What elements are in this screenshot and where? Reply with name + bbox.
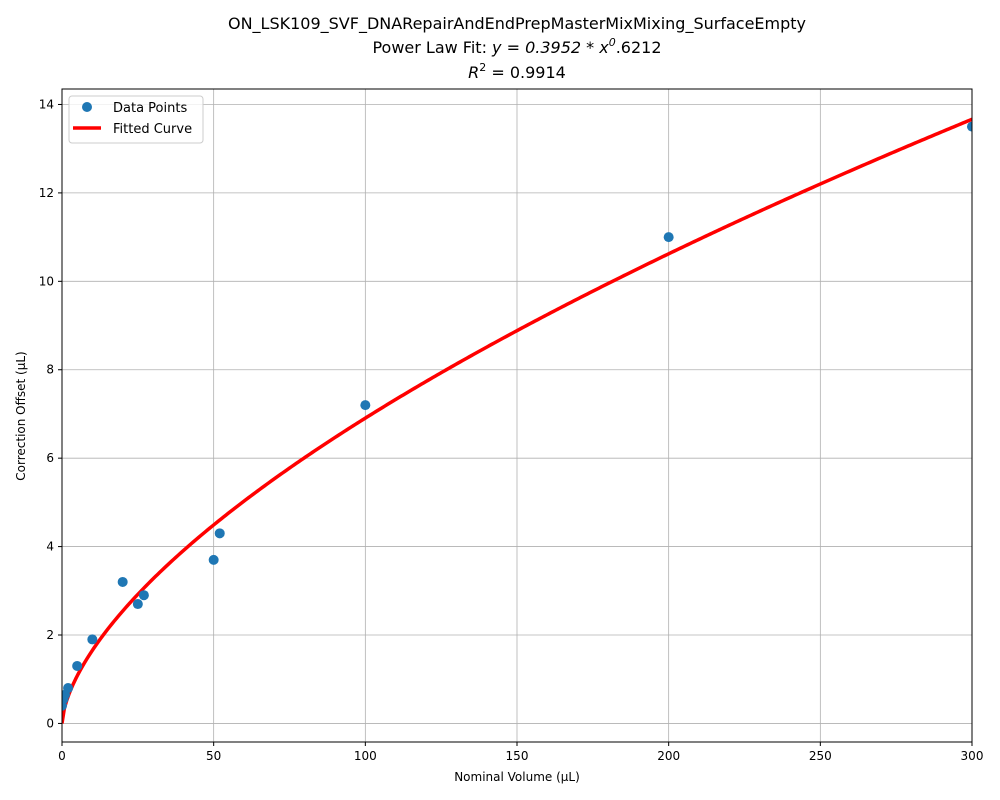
data-point xyxy=(663,232,674,243)
x-tick-label: 250 xyxy=(809,749,832,763)
data-point xyxy=(967,121,972,132)
title-r2-prefix: R xyxy=(468,63,479,82)
x-tick-label: 50 xyxy=(206,749,221,763)
data-point xyxy=(72,660,83,671)
legend-marker-data-points xyxy=(82,102,92,112)
legend-label-fitted-curve: Fitted Curve xyxy=(113,122,192,137)
chart-title-line-1: ON_LSK109_SVF_DNARepairAndEndPrepMasterM… xyxy=(228,14,806,34)
title-fit-equation: y = 0.3952 * x xyxy=(491,38,609,57)
fitted-curve-line xyxy=(62,117,972,724)
title-fit-prefix: Power Law Fit: xyxy=(372,38,492,57)
fitted-curve-layer xyxy=(62,117,972,724)
data-points-layer xyxy=(62,121,972,711)
legend-label-data-points: Data Points xyxy=(113,101,187,116)
data-point xyxy=(132,599,143,610)
legend-box xyxy=(68,95,204,144)
x-tick-label: 300 xyxy=(961,749,984,763)
data-point xyxy=(208,554,219,565)
y-tick-label: 14 xyxy=(39,97,54,111)
data-point xyxy=(138,590,149,601)
y-tick-label: 4 xyxy=(46,540,54,554)
y-tick-label: 10 xyxy=(39,274,54,288)
title-fit-exponent: 0 xyxy=(609,36,616,49)
legend: Data Points Fitted Curve xyxy=(68,95,204,144)
data-point xyxy=(360,400,371,411)
title-r2-value: = 0.9914 xyxy=(486,63,566,82)
x-tick-label: 150 xyxy=(506,749,529,763)
chart-title-line-2: Power Law Fit: y = 0.3952 * x0.6212 xyxy=(372,36,661,57)
x-tick-label: 100 xyxy=(354,749,377,763)
x-tick-label: 0 xyxy=(58,749,66,763)
y-axis-label: Correction Offset (µL) xyxy=(14,351,28,480)
y-tick-label: 2 xyxy=(46,628,54,642)
title-fit-suffix: .6212 xyxy=(616,38,662,57)
x-axis-label: Nominal Volume (µL) xyxy=(454,770,580,784)
title-r2-superscript: 2 xyxy=(479,61,486,74)
data-point xyxy=(214,528,225,539)
chart-title: ON_LSK109_SVF_DNARepairAndEndPrepMasterM… xyxy=(228,14,806,82)
data-point xyxy=(117,576,128,587)
chart-title-line-3: R2 = 0.9914 xyxy=(468,61,566,82)
y-axis-ticks: 0 2 4 6 8 10 12 14 xyxy=(39,97,62,730)
y-tick-label: 12 xyxy=(39,186,54,200)
x-axis-ticks: 0 50 100 150 200 250 300 xyxy=(58,742,983,763)
data-point xyxy=(87,634,98,645)
x-tick-label: 200 xyxy=(657,749,680,763)
y-tick-label: 8 xyxy=(46,363,54,377)
y-tick-label: 6 xyxy=(46,451,54,465)
grid-lines xyxy=(61,89,973,742)
y-tick-label: 0 xyxy=(46,716,54,730)
data-point xyxy=(63,683,74,694)
